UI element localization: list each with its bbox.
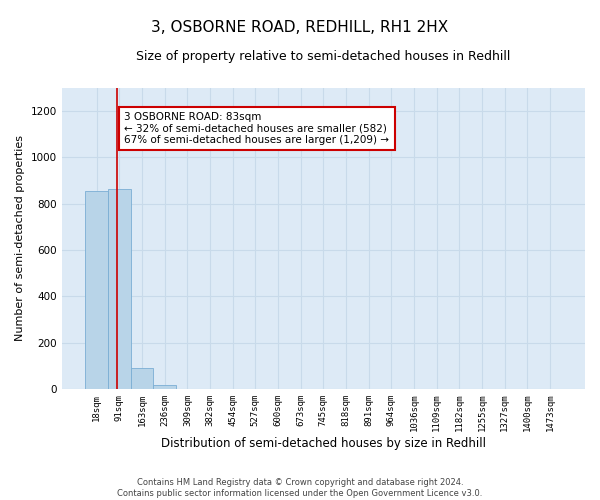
Bar — [85, 191, 108, 389]
Bar — [131, 368, 154, 389]
Bar — [108, 188, 131, 389]
Y-axis label: Number of semi-detached properties: Number of semi-detached properties — [15, 136, 25, 342]
Text: Contains HM Land Registry data © Crown copyright and database right 2024.
Contai: Contains HM Land Registry data © Crown c… — [118, 478, 482, 498]
X-axis label: Distribution of semi-detached houses by size in Redhill: Distribution of semi-detached houses by … — [161, 437, 486, 450]
Text: 3, OSBORNE ROAD, REDHILL, RH1 2HX: 3, OSBORNE ROAD, REDHILL, RH1 2HX — [151, 20, 449, 35]
Text: 3 OSBORNE ROAD: 83sqm
← 32% of semi-detached houses are smaller (582)
67% of sem: 3 OSBORNE ROAD: 83sqm ← 32% of semi-deta… — [124, 112, 389, 145]
Bar — [154, 386, 176, 389]
Title: Size of property relative to semi-detached houses in Redhill: Size of property relative to semi-detach… — [136, 50, 511, 63]
